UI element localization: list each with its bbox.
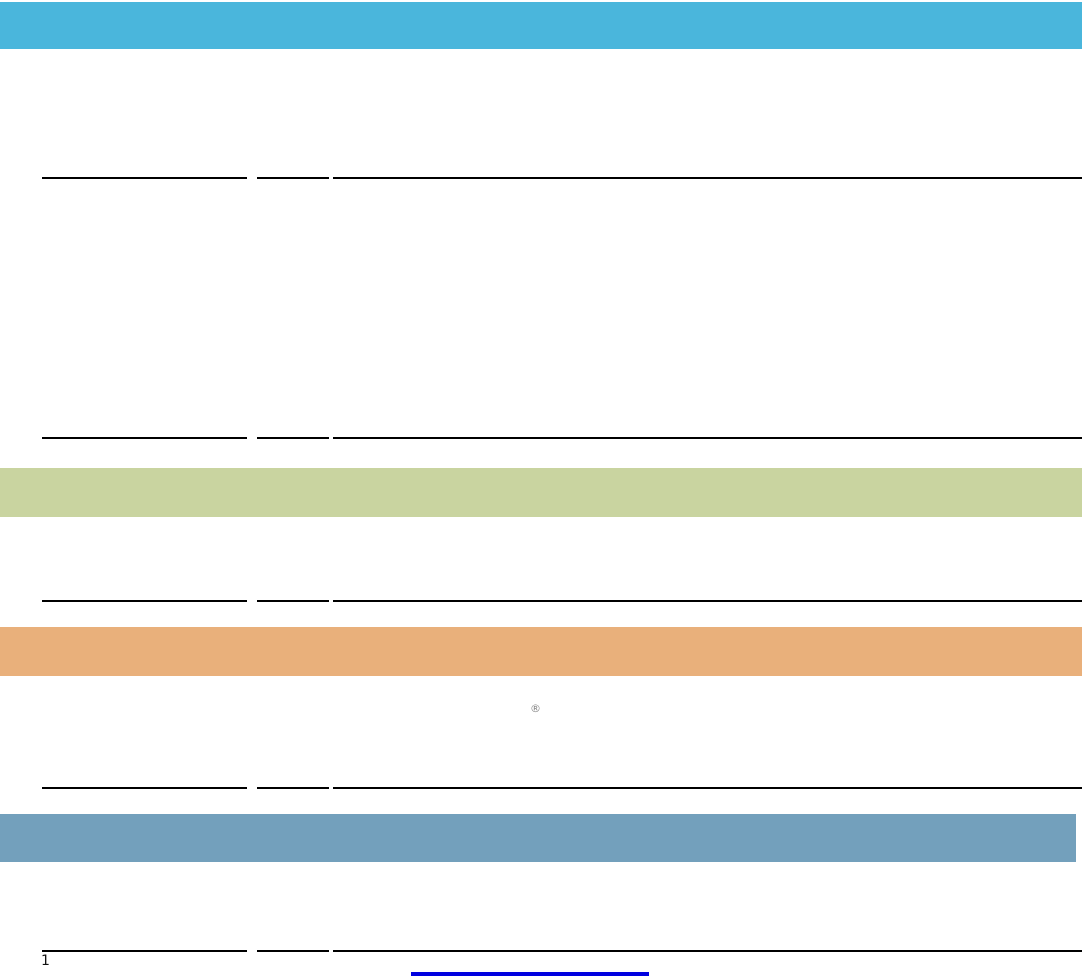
table-rule-segment: [257, 950, 329, 952]
table-rule-segment: [42, 950, 247, 952]
table-rule-segment: [333, 950, 1082, 952]
table-rule-segment: [333, 787, 1082, 789]
section-banner-orange: [0, 627, 1082, 676]
table-4-header-rule: [42, 950, 1082, 952]
table-rule-segment: [42, 177, 247, 179]
table-1-bottom-rule: [42, 437, 1082, 439]
table-rule-segment: [333, 437, 1082, 439]
table-rule-segment: [257, 177, 329, 179]
section-banner-steel-blue: [0, 814, 1076, 862]
registered-trademark-icon: ®: [530, 702, 541, 715]
footnote-marker: 1: [41, 953, 50, 969]
table-rule-segment: [333, 600, 1082, 602]
table-3-header-rule: [42, 787, 1082, 789]
table-rule-segment: [42, 437, 247, 439]
table-rule-segment: [42, 787, 247, 789]
table-rule-segment: [257, 600, 329, 602]
table-1-header-rule: [42, 177, 1082, 179]
table-2-header-rule: [42, 600, 1082, 602]
footnote-hyperlink[interactable]: [411, 972, 649, 976]
table-rule-segment: [257, 437, 329, 439]
section-banner-green: [0, 468, 1082, 517]
table-rule-segment: [42, 600, 247, 602]
table-rule-segment: [257, 787, 329, 789]
document-title-banner: [0, 2, 1082, 49]
table-rule-segment: [333, 177, 1082, 179]
